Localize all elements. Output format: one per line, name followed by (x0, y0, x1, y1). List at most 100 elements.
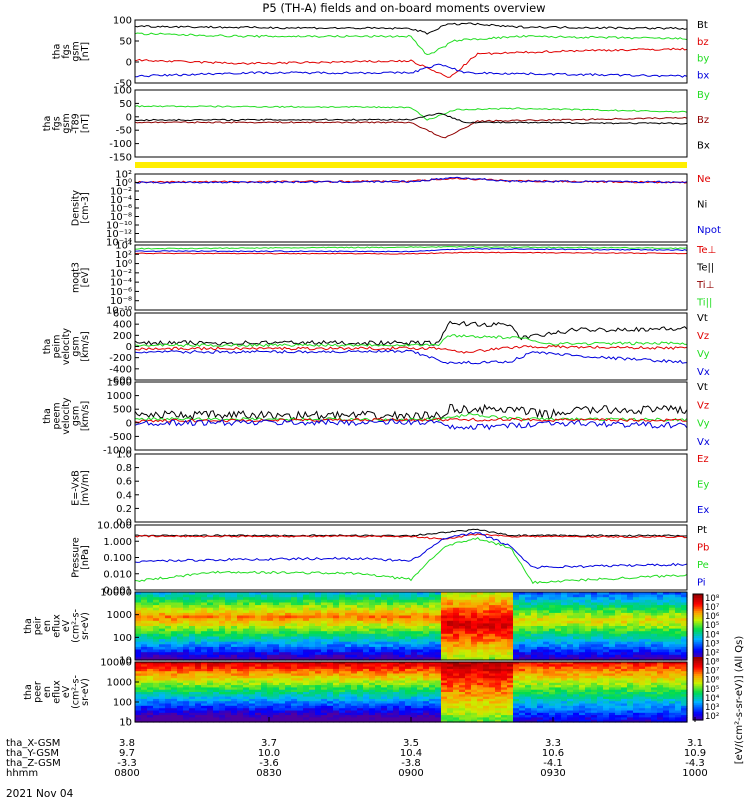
y-axis-label: [cm-3] (80, 192, 91, 223)
y-axis-label: en (42, 620, 53, 632)
y-tick-label: -50 (116, 79, 132, 90)
panel-frame (134, 381, 688, 451)
y-tick-label: 10000 (100, 588, 132, 599)
x-tick-label: 9.7 (119, 748, 135, 759)
y-axis-label: en (42, 686, 53, 698)
y-tick-label: 10⁻² (110, 187, 132, 198)
y-tick-label: 10⁻¹⁰ (106, 306, 132, 317)
y-tick-label: 10⁰ (115, 259, 132, 270)
colorbar-segment (693, 633, 703, 637)
legend-Vx: Vx (697, 367, 710, 378)
colorbar-segment (693, 696, 703, 700)
colorbar-segment (693, 644, 703, 648)
colorbar-segment (693, 652, 703, 656)
y-axis-label: -T89 (71, 113, 82, 133)
x-row-label: hhmm (6, 768, 38, 779)
vy-peem-line (134, 413, 688, 422)
colorbar-segment (693, 671, 703, 675)
y-tick-label: 10⁻⁸ (110, 296, 132, 307)
colorbar-segment (693, 699, 703, 702)
legend-Ni: Ni (697, 200, 707, 211)
x-tick-label: 10.6 (542, 748, 564, 759)
colorbar-segment (693, 654, 703, 658)
bx-line (134, 63, 688, 78)
y-axis-label: eV (61, 685, 72, 698)
y-axis-label: (cm²-s- (71, 675, 82, 709)
colorbar: 10⁸10⁷10⁶10⁵10⁴10³10²10⁸10⁷10⁶10⁵10⁴10³1… (692, 593, 745, 765)
x-tick-label: 10.0 (258, 748, 280, 759)
colorbar-segment (693, 713, 703, 717)
colorbar-segment (693, 636, 703, 639)
colorbar-tick-label: 10³ (705, 639, 719, 649)
y-tick-label: 100 (113, 86, 132, 97)
colorbar-segment (693, 694, 703, 698)
pe-line (134, 537, 688, 585)
vz-peem-line (134, 417, 688, 423)
legend-Ti||: Ti|| (696, 297, 712, 308)
y-axis-label: fgs (61, 44, 72, 58)
legend-Bx: Bx (697, 140, 710, 151)
y-tick-label: 50 (119, 37, 132, 48)
y-tick-label: 1000 (107, 678, 132, 689)
colorbar-segment (693, 648, 703, 652)
panels: 100500-50thafgsgsm[nT]Btbzbybx100500-50-… (23, 16, 721, 729)
x-tick-label: 0900 (398, 768, 423, 779)
legend-by: by (697, 54, 709, 65)
colorbar-segment (693, 598, 703, 601)
colorbar-segment (693, 717, 703, 721)
npot-line (134, 176, 688, 184)
colorbar-segment (693, 667, 703, 671)
legend-Vz: Vz (697, 400, 709, 411)
colorbar-segment (693, 709, 703, 713)
colorbar-label: [eV/(cm²-s-sr-eV)] (All Qs) (734, 636, 745, 765)
legend-Vz: Vz (697, 331, 709, 342)
colorbar-tick-label: 10⁶ (705, 612, 720, 622)
colorbar-segment (693, 707, 703, 711)
legend-Vt: Vt (697, 382, 708, 393)
bz-line (134, 47, 688, 78)
y-tick-label: 1500 (107, 378, 132, 389)
panel-frame (134, 89, 688, 158)
ion-spectrogram (135, 592, 688, 661)
legend-Ez: Ez (697, 454, 709, 465)
y-axis-label: velocity (61, 328, 72, 366)
y-tick-label: 1.0 (116, 450, 132, 461)
colorbar-segment (693, 640, 703, 643)
y-tick-label: 200 (113, 331, 132, 342)
y-tick-label: 10 (119, 718, 132, 729)
y-tick-label: 600 (113, 309, 132, 320)
y-tick-label: 400 (113, 320, 132, 331)
y-tick-label: 0 (126, 342, 132, 353)
colorbar-tick-label: 10⁷ (705, 667, 720, 677)
x-tick-label: -3.3 (117, 758, 137, 769)
y-axis-label: tha (23, 618, 34, 634)
colorbar-segment (693, 625, 703, 629)
y-axis-label: [km/s] (80, 401, 91, 431)
y-tick-label: 10000 (100, 658, 132, 669)
y-tick-label: 10 (119, 656, 132, 667)
panel-frame (134, 244, 688, 311)
y-tick-label: 0 (126, 112, 132, 123)
y-axis-label: E=-VxB (71, 470, 82, 505)
x-axis-annotation: tha_X-GSMtha_Y-GSMtha_Z-GSMhhmm3.89.7-3.… (6, 717, 708, 779)
legend-By: By (697, 90, 710, 101)
te-line (134, 251, 688, 255)
y-tick-label: 10⁴ (115, 241, 132, 252)
y-tick-label: 10² (115, 170, 132, 181)
x-tick-label: 0930 (540, 768, 565, 779)
colorbar-tick-label: 10⁸ (705, 658, 720, 668)
bt-line (134, 22, 688, 35)
y-tick-label: -200 (109, 353, 132, 364)
x-tick-label: 0800 (114, 768, 139, 779)
colorbar-segment (693, 604, 703, 608)
y-axis-label: peer (33, 681, 44, 703)
colorbar-tick-label: 10⁷ (705, 603, 720, 613)
panel-frame (134, 173, 688, 243)
y-axis-label: gsm (61, 113, 72, 133)
panel-frame (134, 591, 688, 661)
y-tick-label: 0.8 (116, 463, 132, 474)
vx-peem-line (134, 418, 688, 431)
legend-Te||: Te|| (696, 262, 714, 273)
colorbar-segment (693, 627, 703, 631)
